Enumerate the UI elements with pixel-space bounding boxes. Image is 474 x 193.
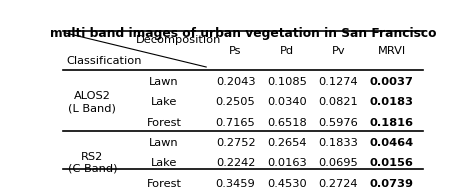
Text: 0.1833: 0.1833: [319, 138, 358, 148]
Text: Ps: Ps: [229, 46, 242, 56]
Text: Decomposition: Decomposition: [136, 35, 221, 45]
Text: 0.7165: 0.7165: [216, 118, 255, 128]
Text: 0.0464: 0.0464: [370, 138, 414, 148]
Text: 0.4530: 0.4530: [267, 179, 307, 189]
Text: Forest: Forest: [146, 118, 182, 128]
Text: 0.0739: 0.0739: [370, 179, 414, 189]
Text: multi band images of urban vegetation in San Francisco: multi band images of urban vegetation in…: [50, 27, 436, 40]
Text: 0.0163: 0.0163: [267, 158, 307, 168]
Text: 0.2752: 0.2752: [216, 138, 255, 148]
Text: Classification: Classification: [66, 56, 142, 66]
Text: 0.2043: 0.2043: [216, 77, 255, 87]
Text: 0.2654: 0.2654: [267, 138, 307, 148]
Text: 0.1816: 0.1816: [370, 118, 414, 128]
Text: 0.2724: 0.2724: [319, 179, 358, 189]
Text: RS2
(C Band): RS2 (C Band): [68, 152, 117, 174]
Text: 0.2242: 0.2242: [216, 158, 255, 168]
Text: Forest: Forest: [146, 179, 182, 189]
Text: MRVI: MRVI: [378, 46, 406, 56]
Text: 0.3459: 0.3459: [216, 179, 255, 189]
Text: 0.6518: 0.6518: [267, 118, 307, 128]
Text: Lawn: Lawn: [149, 138, 179, 148]
Text: 0.5976: 0.5976: [319, 118, 358, 128]
Text: Lake: Lake: [151, 158, 177, 168]
Text: Lake: Lake: [151, 97, 177, 107]
Text: 0.0156: 0.0156: [370, 158, 414, 168]
Text: 0.1085: 0.1085: [267, 77, 307, 87]
Text: 0.0037: 0.0037: [370, 77, 414, 87]
Text: 0.0821: 0.0821: [319, 97, 358, 107]
Text: ALOS2
(L Band): ALOS2 (L Band): [68, 91, 116, 113]
Text: Pv: Pv: [332, 46, 345, 56]
Text: 0.0340: 0.0340: [267, 97, 307, 107]
Text: Lawn: Lawn: [149, 77, 179, 87]
Text: 0.1274: 0.1274: [319, 77, 358, 87]
Text: Pd: Pd: [280, 46, 294, 56]
Text: 0.2505: 0.2505: [216, 97, 255, 107]
Text: 0.0695: 0.0695: [319, 158, 358, 168]
Text: 0.0183: 0.0183: [370, 97, 414, 107]
